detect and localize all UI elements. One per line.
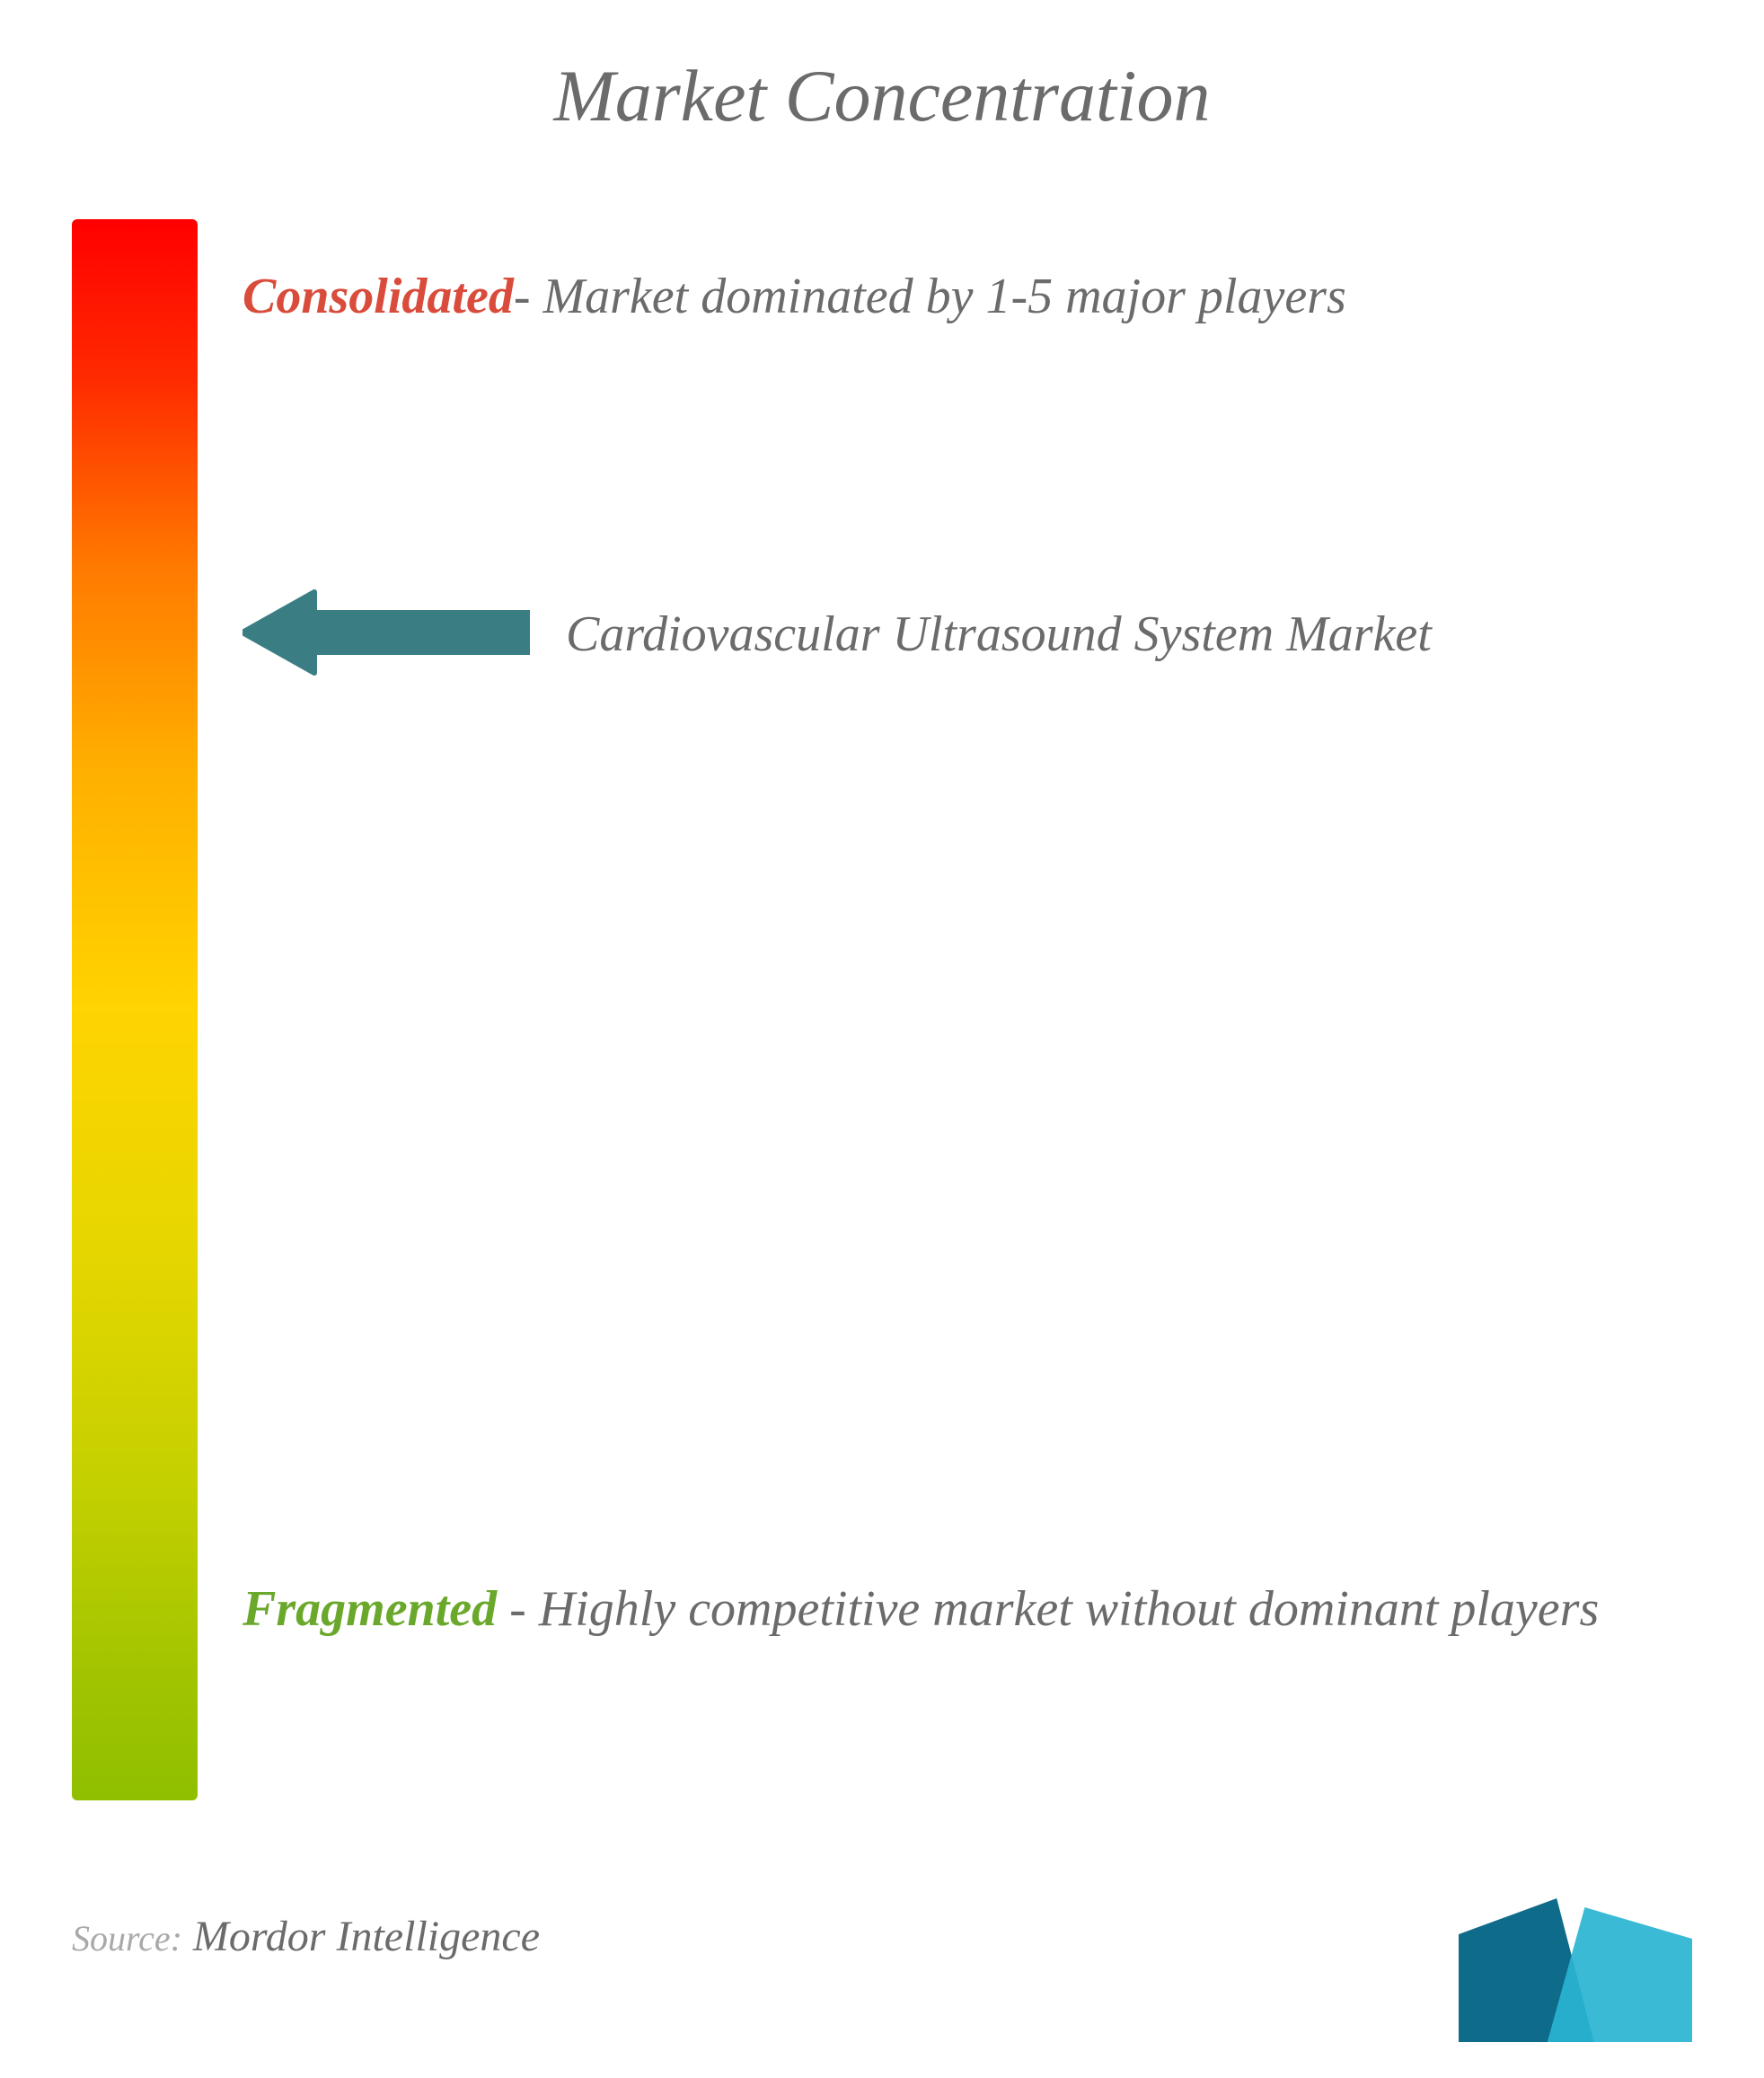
fragmented-head: Fragmented [243,1581,497,1637]
brand-logo [1459,1898,1692,2042]
consolidated-head: Consolidated [243,269,514,324]
fragmented-label: Fragmented - Highly competitive market w… [243,1563,1674,1657]
arrow-svg [243,583,530,682]
consolidated-desc: - Market dominated by 1-5 major players [514,269,1346,324]
content-area: Consolidated- Market dominated by 1-5 ma… [72,219,1692,1800]
market-pointer-label: Cardiovascular Ultrasound System Market [566,598,1432,671]
source-value: Mordor Intelligence [182,1913,540,1960]
source-line: Source: Mordor Intelligence [72,1912,540,1961]
source-label: Source: [72,1918,182,1959]
arrow-icon [243,583,530,686]
fragmented-desc: - Highly competitive market without domi… [497,1581,1599,1637]
logo-icon [1459,1898,1692,2042]
consolidated-label: Consolidated- Market dominated by 1-5 ma… [243,251,1674,344]
infographic-container: Market Concentration Consolidated- Marke… [0,0,1764,2078]
market-pointer: Cardiovascular Ultrasound System Market [243,583,1674,686]
chart-title: Market Concentration [72,54,1692,138]
labels-column: Consolidated- Market dominated by 1-5 ma… [198,219,1692,1800]
concentration-gradient-bar [72,219,198,1800]
